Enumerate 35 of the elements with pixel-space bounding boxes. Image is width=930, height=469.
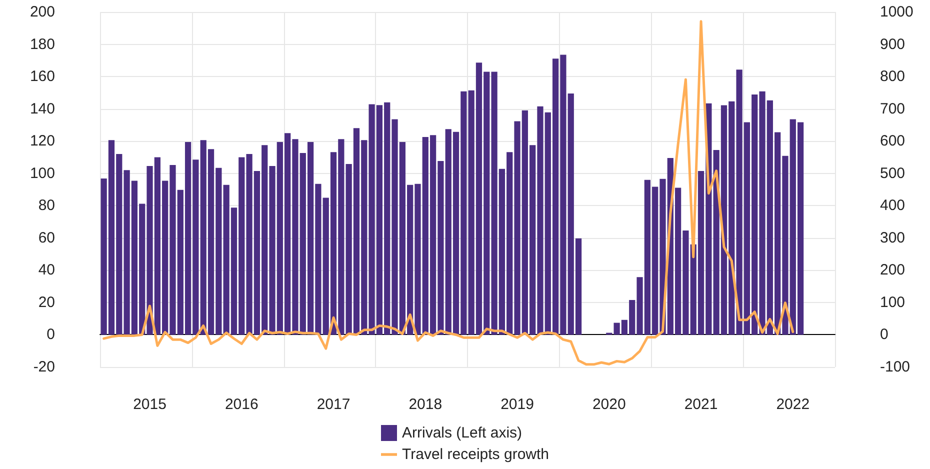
y2-tick-label: 300	[880, 229, 906, 246]
y-tick-label: 40	[38, 262, 55, 279]
x-tick-label: 2019	[500, 396, 534, 413]
y2-tick-label: 200	[880, 262, 906, 279]
x-tick-label: 2017	[316, 396, 350, 413]
y2-tick-label: 600	[880, 132, 906, 150]
y-tick-label: 160	[30, 68, 55, 86]
y2-tick-label: 700	[880, 100, 906, 118]
y-tick-label: 60	[38, 229, 55, 246]
x-tick-label: 2016	[224, 396, 258, 413]
y-tick-label: -20	[33, 358, 55, 376]
x-tick-label: 2018	[408, 396, 442, 413]
y-tick-label: 20	[38, 294, 55, 311]
y2-tick-label: 0	[880, 326, 888, 344]
y-tick-label: 100	[30, 164, 55, 182]
x-tick-label: 2022	[776, 396, 810, 413]
y2-tick-label: 400	[880, 197, 906, 214]
y2-tick-label: 900	[880, 36, 906, 53]
y2-tick-label: -100	[880, 358, 910, 376]
y-tick-label: 120	[30, 132, 55, 150]
line-series	[102, 20, 794, 366]
x-tick-label: 2020	[592, 396, 626, 413]
y2-tick-label: 100	[880, 294, 906, 311]
y-tick-label: 200	[30, 4, 55, 20]
y-tick-label: 0	[46, 326, 55, 344]
y2-tick-label: 1000	[880, 4, 914, 20]
legend-label: Arrivals (Left axis)	[402, 424, 522, 442]
y-tick-label: 80	[38, 197, 55, 214]
x-tick-label: 2021	[684, 396, 718, 413]
y2-tick-label: 500	[880, 164, 906, 182]
y-tick-label: 140	[30, 100, 55, 118]
legend-label: Travel receipts growth	[402, 446, 549, 463]
x-tick-label: 2015	[133, 396, 166, 413]
y-tick-label: 180	[30, 36, 55, 53]
y2-tick-label: 800	[880, 68, 906, 86]
